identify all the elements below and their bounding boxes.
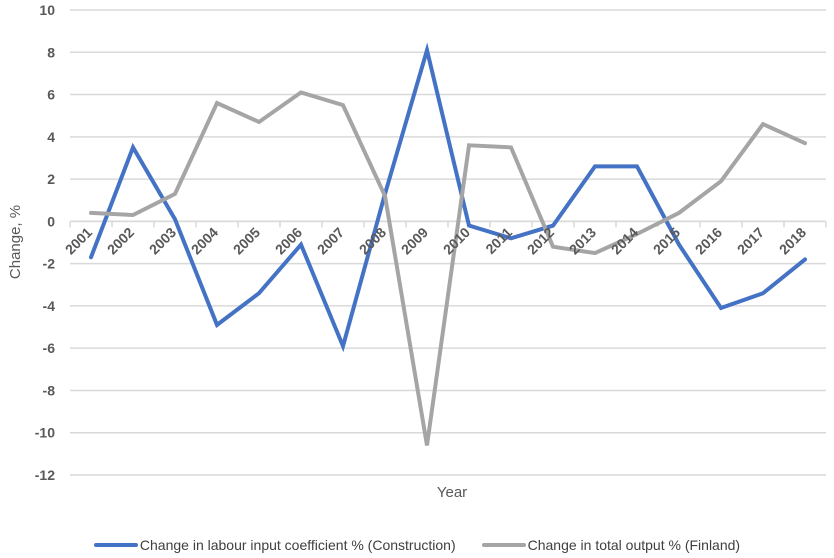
x-tick-label: 2018: [776, 224, 809, 257]
y-axis-ticks: 10 8 6 4 2 0 -2 -4 -6 -8 -10 -12: [35, 2, 55, 483]
y-tick-label: -4: [43, 298, 56, 314]
x-tick-label: 2002: [104, 224, 137, 257]
x-tick-label: 2003: [146, 224, 179, 257]
series-line-1[interactable]: [89, 90, 807, 446]
y-tick-label: -2: [43, 256, 56, 272]
x-tick-label: 2016: [692, 224, 725, 257]
y-tick-label: 0: [47, 213, 55, 229]
x-tick-label: 2004: [188, 224, 221, 257]
legend-swatch-blue-icon: [93, 543, 138, 547]
x-tick-label: 2017: [734, 224, 767, 257]
y-tick-label: 6: [47, 87, 55, 103]
x-tick-label: 2008: [356, 224, 389, 257]
legend-item-labour[interactable]: Change in labour input coefficient % (Co…: [93, 537, 456, 553]
x-tick-label: 2011: [482, 224, 515, 257]
y-tick-label: -6: [43, 340, 56, 356]
legend: Change in labour input coefficient % (Co…: [0, 534, 834, 556]
y-tick-label: 2: [47, 171, 55, 187]
x-axis-line: [69, 220, 827, 228]
y-tick-label: 4: [47, 129, 55, 145]
x-tick-label: 2005: [230, 224, 263, 257]
x-axis-ticks: 2001 2002 2003 2004 2005 2006 2007 2008 2009 2010…: [62, 224, 809, 257]
legend-label: Change in labour input coefficient % (Co…: [139, 537, 456, 553]
y-tick-label: -12: [35, 467, 55, 483]
x-tick-label: 2014: [608, 224, 641, 257]
x-tick-label: 2009: [398, 224, 431, 257]
legend-label: Change in total output % (Finland): [527, 537, 741, 553]
x-axis-title: Year: [437, 484, 467, 501]
series-line-0[interactable]: [89, 42, 807, 353]
legend-swatch-gray-icon: [481, 543, 526, 547]
y-tick-label: 8: [47, 44, 55, 60]
y-axis-title: Change, %: [7, 205, 24, 279]
y-tick-label: -8: [43, 382, 56, 398]
x-tick-label: 2001: [62, 224, 95, 257]
x-tick-label: 2010: [440, 224, 473, 257]
x-tick-label: 2006: [272, 224, 305, 257]
series-lines: [89, 42, 807, 446]
y-tick-label: 10: [39, 2, 55, 18]
y-tick-label: -10: [35, 425, 55, 441]
x-tick-label: 2007: [314, 224, 347, 257]
legend-item-output[interactable]: Change in total output % (Finland): [481, 537, 741, 553]
